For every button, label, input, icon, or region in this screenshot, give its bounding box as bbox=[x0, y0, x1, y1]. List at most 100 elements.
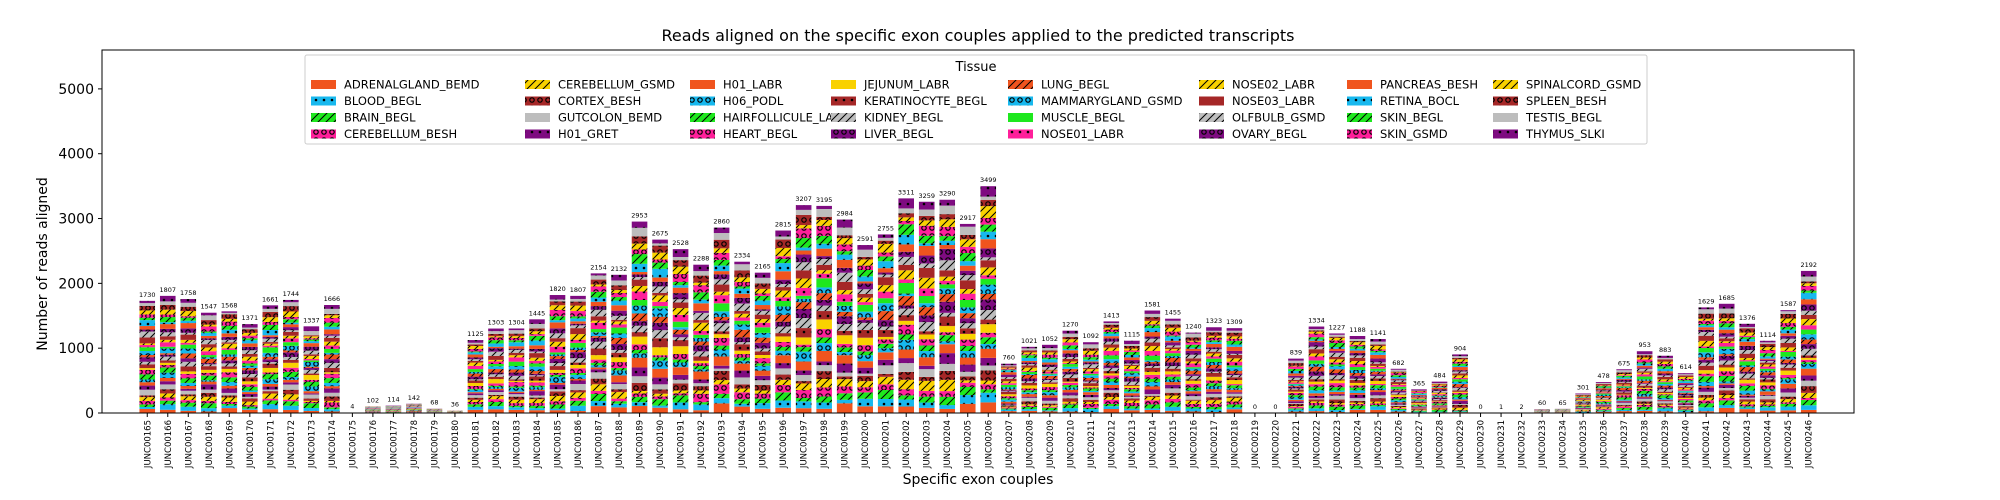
bar-segment bbox=[488, 369, 504, 373]
bar-segment bbox=[898, 379, 914, 390]
bar-segment bbox=[488, 355, 504, 360]
bar-segment bbox=[529, 385, 545, 388]
legend-item: MAMMARYGLAND_GSMD bbox=[1008, 94, 1183, 108]
bar-segment bbox=[242, 408, 258, 410]
bar-segment bbox=[918, 201, 935, 210]
bar-segment bbox=[898, 221, 914, 225]
bar-segment bbox=[652, 322, 668, 331]
bar-segment bbox=[631, 353, 648, 358]
bar-segment bbox=[283, 389, 299, 395]
bar-segment bbox=[918, 357, 935, 366]
legend-item: OVARY_BEGL bbox=[1199, 127, 1307, 141]
bar-segment bbox=[1800, 292, 1817, 300]
bar-segment bbox=[1349, 339, 1366, 342]
bar-segment bbox=[1185, 337, 1202, 341]
bar-segment bbox=[1349, 398, 1366, 401]
bar-segment bbox=[180, 373, 197, 379]
bar-segment bbox=[1042, 362, 1058, 365]
bar-segment bbox=[631, 236, 648, 244]
bar-segment bbox=[1759, 347, 1776, 350]
bar-segment bbox=[1370, 341, 1386, 345]
bar-segment bbox=[508, 333, 525, 337]
bar-segment bbox=[1308, 398, 1325, 400]
bar-segment bbox=[775, 341, 791, 347]
bar-segment bbox=[201, 324, 217, 327]
bar-segment bbox=[1780, 399, 1797, 403]
bar-segment bbox=[1759, 364, 1776, 367]
bar-segment bbox=[1329, 347, 1345, 349]
bar-segment bbox=[1370, 383, 1386, 386]
bar-segment bbox=[631, 263, 648, 273]
bar-segment bbox=[1185, 406, 1202, 409]
bar-segment bbox=[139, 400, 156, 405]
legend-label: SKIN_GSMD bbox=[1380, 127, 1448, 141]
bar-stack bbox=[529, 319, 545, 413]
bar-segment bbox=[283, 405, 299, 410]
bar-segment bbox=[1411, 408, 1427, 410]
bar-segment bbox=[1349, 385, 1366, 388]
bar-segment bbox=[324, 313, 340, 316]
bar-total-label: 1 bbox=[1499, 403, 1503, 411]
bar-segment bbox=[324, 348, 340, 353]
bar-segment bbox=[1780, 342, 1797, 348]
legend-swatch bbox=[525, 80, 550, 89]
bar-segment bbox=[324, 317, 340, 323]
bar-total-label: 1820 bbox=[549, 285, 566, 293]
bar-segment bbox=[1575, 411, 1591, 413]
bar-segment bbox=[652, 347, 668, 356]
bar-segment bbox=[1000, 407, 1017, 409]
bar-segment bbox=[1370, 374, 1386, 376]
bar-segment bbox=[159, 365, 176, 368]
bar-segment bbox=[221, 382, 238, 386]
bar-segment bbox=[221, 336, 238, 340]
bar-segment bbox=[159, 322, 176, 325]
bar-segment bbox=[1329, 352, 1345, 358]
bar-segment bbox=[1165, 345, 1181, 348]
bar-segment bbox=[672, 281, 689, 286]
bar-segment bbox=[283, 409, 299, 413]
bar-segment bbox=[713, 323, 730, 332]
bar-segment bbox=[139, 395, 156, 398]
bar-stack bbox=[508, 328, 525, 413]
legend-label: CEREBELLUM_BESH bbox=[344, 127, 457, 141]
bar-segment bbox=[1185, 354, 1202, 359]
bar-segment bbox=[1677, 396, 1694, 398]
bar-segment bbox=[1185, 390, 1202, 392]
bar-segment bbox=[467, 399, 484, 402]
bar-stack bbox=[488, 328, 504, 413]
bar-segment bbox=[570, 305, 586, 312]
bar-segment bbox=[467, 385, 484, 389]
bar-segment bbox=[1226, 353, 1243, 355]
bar-segment bbox=[1144, 409, 1161, 413]
bar-segment bbox=[570, 405, 586, 412]
bar-segment bbox=[488, 390, 504, 392]
bar-segment bbox=[1329, 366, 1345, 370]
bar-segment bbox=[795, 214, 812, 226]
bar-segment bbox=[159, 295, 176, 302]
bar-segment bbox=[1800, 400, 1817, 406]
bar-segment bbox=[1616, 394, 1632, 396]
bar-segment bbox=[467, 362, 484, 366]
bar-segment bbox=[549, 358, 566, 364]
bar-segment bbox=[201, 331, 217, 333]
bar-segment bbox=[1083, 354, 1099, 358]
bar-segment bbox=[877, 268, 894, 273]
bar-segment bbox=[816, 311, 832, 320]
bar-segment bbox=[693, 331, 709, 335]
bar-segment bbox=[939, 214, 956, 220]
bar-segment bbox=[1288, 360, 1304, 364]
bar-segment bbox=[508, 366, 525, 370]
bar-stack bbox=[1062, 330, 1079, 413]
bar-segment bbox=[1800, 299, 1817, 305]
bar-segment bbox=[877, 243, 894, 253]
bar-segment bbox=[898, 371, 914, 380]
bar-segment bbox=[1370, 405, 1386, 407]
bar-segment bbox=[877, 376, 894, 385]
bar-segment bbox=[754, 390, 771, 394]
bar-segment bbox=[159, 339, 176, 343]
bar-segment bbox=[652, 338, 668, 348]
bar-segment bbox=[1124, 398, 1140, 401]
bar-segment bbox=[1144, 332, 1161, 337]
bar-segment bbox=[283, 350, 299, 353]
bar-segment bbox=[631, 332, 648, 337]
